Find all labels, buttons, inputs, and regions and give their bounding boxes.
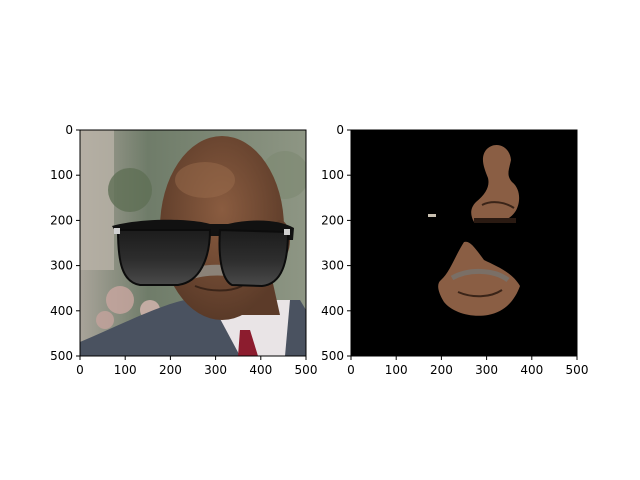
right-xtick-label: 100 (385, 363, 408, 377)
left-xtick-label: 500 (295, 363, 318, 377)
left-ytick-label: 200 (50, 213, 73, 227)
left-xtick-label: 300 (204, 363, 227, 377)
left-xtick-label: 0 (76, 363, 84, 377)
left-photo (80, 130, 306, 356)
right-xtick-label: 400 (520, 363, 543, 377)
right-xtick-label: 300 (475, 363, 498, 377)
right-axes-frame (350, 129, 578, 357)
left-xtick-label: 100 (114, 363, 137, 377)
left-axes-frame (79, 129, 307, 357)
left-ytick-label: 500 (50, 349, 73, 363)
left-ytick-label: 300 (50, 259, 73, 273)
right-ytick-label: 400 (321, 304, 344, 318)
left-ytick-label: 0 (65, 123, 73, 137)
right-xtick-label: 200 (430, 363, 453, 377)
right-ytick-label: 200 (321, 213, 344, 227)
left-xtick-label: 200 (159, 363, 182, 377)
right-masked-image (351, 130, 577, 356)
right-ytick-label: 500 (321, 349, 344, 363)
right-xtick-label: 0 (347, 363, 355, 377)
left-ytick-label: 100 (50, 168, 73, 182)
right-ytick-label: 300 (321, 259, 344, 273)
right-ytick-label: 100 (321, 168, 344, 182)
right-xtick-label: 500 (566, 363, 589, 377)
left-xtick-label: 400 (249, 363, 272, 377)
left-ytick-label: 400 (50, 304, 73, 318)
right-ytick-label: 0 (336, 123, 344, 137)
